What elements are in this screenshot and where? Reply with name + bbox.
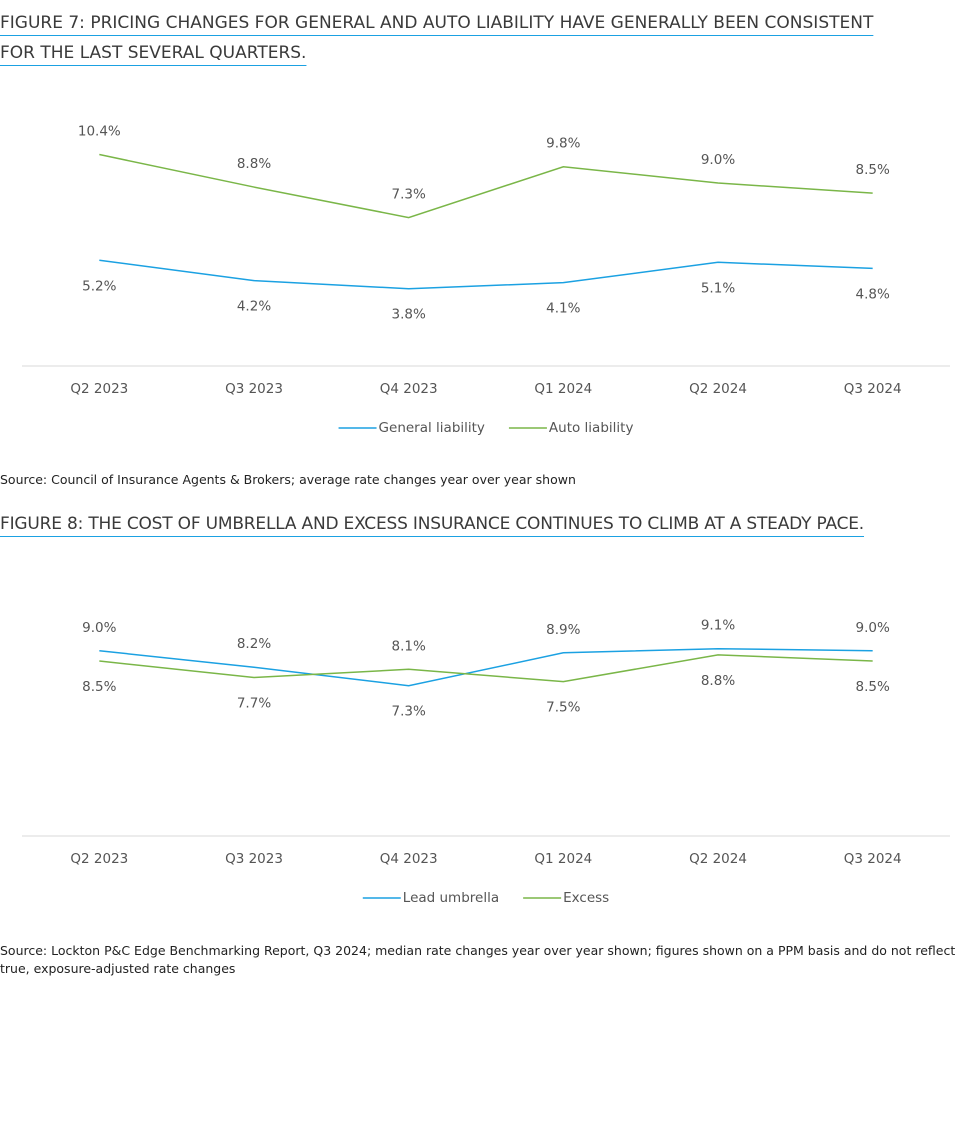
data-label: 3.8%: [392, 307, 426, 323]
series-line: [99, 654, 873, 683]
data-label: 8.2%: [237, 636, 271, 652]
x-tick-label: Q3 2023: [225, 381, 283, 397]
data-label: 9.0%: [856, 620, 890, 636]
figure-title: FIGURE 8: THE COST OF UMBRELLA AND EXCES…: [0, 514, 865, 534]
data-label: 4.8%: [856, 286, 890, 302]
legend-label: Lead umbrella: [403, 890, 499, 906]
data-label: 7.3%: [392, 187, 426, 203]
data-label: 8.9%: [546, 622, 580, 638]
data-label: 8.5%: [82, 679, 116, 695]
data-label: 9.8%: [546, 136, 580, 152]
series-line: [99, 259, 873, 290]
data-label: 9.0%: [82, 620, 116, 636]
data-label: 10.4%: [78, 124, 121, 140]
data-label: 4.2%: [237, 299, 271, 315]
x-tick-label: Q2 2024: [689, 851, 747, 867]
x-tick-label: Q4 2023: [380, 381, 438, 397]
series-line: [99, 153, 873, 219]
data-label: 5.2%: [82, 278, 116, 294]
data-label: 5.1%: [701, 280, 735, 296]
source-note: Source: Lockton P&C Edge Benchmarking Re…: [0, 943, 956, 976]
x-tick-label: Q3 2024: [844, 381, 902, 397]
legend-label: Excess: [563, 890, 609, 906]
x-tick-label: Q2 2023: [70, 381, 128, 397]
source-note: Source: Council of Insurance Agents & Br…: [0, 472, 576, 487]
chart: Q2 2023 Q3 2023 Q4 2023 Q1 2024 Q2 2024 Q3 20…: [22, 618, 950, 906]
x-tick-label: Q2 2024: [689, 381, 747, 397]
data-label: 7.5%: [546, 700, 580, 716]
data-label: 9.0%: [701, 152, 735, 168]
data-label: 8.5%: [856, 162, 890, 178]
x-tick-label: Q3 2023: [225, 851, 283, 867]
data-label: 8.8%: [701, 673, 735, 689]
data-label: 7.3%: [392, 704, 426, 720]
figure-title: FIGURE 7: PRICING CHANGES FOR GENERAL AN…: [0, 13, 874, 63]
data-label: 8.5%: [856, 679, 890, 695]
legend-label: General liability: [379, 420, 485, 436]
data-label: 9.1%: [701, 618, 735, 634]
x-tick-label: Q1 2024: [534, 381, 592, 397]
x-tick-label: Q4 2023: [380, 851, 438, 867]
x-tick-label: Q1 2024: [534, 851, 592, 867]
legend-label: Auto liability: [549, 420, 634, 436]
data-label: 8.1%: [392, 638, 426, 654]
data-label: 4.1%: [546, 301, 580, 317]
data-label: 8.8%: [237, 156, 271, 172]
series-line: [99, 647, 873, 687]
chart: Q2 2023 Q3 2023 Q4 2023 Q1 2024 Q2 2024 Q3 20…: [22, 124, 950, 436]
x-tick-label: Q2 2023: [70, 851, 128, 867]
data-label: 7.7%: [237, 696, 271, 712]
x-tick-label: Q3 2024: [844, 851, 902, 867]
